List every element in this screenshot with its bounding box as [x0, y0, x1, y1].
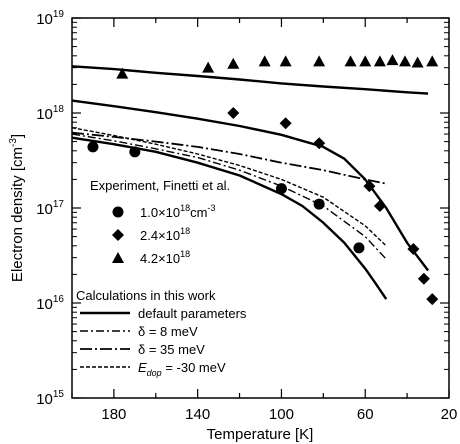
data-point-diamond — [279, 117, 292, 130]
legend: Experiment, Finetti et al. 1.0×1018cm-3 … — [76, 178, 247, 378]
series-line-solid — [71, 99, 430, 272]
data-point-triangle — [399, 55, 412, 67]
legend-item-diamond: 2.4×1018 — [112, 226, 190, 243]
y-tick-label: 1015 — [36, 389, 64, 408]
y-axis-title: Electron density [cm-3] — [8, 134, 26, 282]
legend-item-dashed: Edop = -30 meV — [80, 360, 226, 378]
series-line-solid — [71, 65, 429, 95]
legend-diamond-label: 2.4×1018 — [140, 226, 190, 243]
markers-layer — [87, 54, 439, 306]
series-line-dashdot — [71, 133, 387, 260]
data-point-triangle — [344, 55, 357, 67]
data-point-circle — [129, 146, 141, 158]
legend-calc-title: Calculations in this work — [76, 288, 216, 303]
x-tick-label: 20 — [441, 406, 458, 423]
data-point-triangle — [227, 57, 240, 69]
data-point-triangle — [426, 55, 439, 67]
data-point-triangle — [386, 54, 399, 66]
data-point-diamond — [407, 243, 420, 256]
data-point-triangle — [373, 55, 386, 67]
x-tick-label: 140 — [185, 406, 210, 423]
data-point-circle — [313, 198, 325, 210]
data-point-triangle — [258, 55, 271, 67]
legend-item-dashdot: δ = 8 meV — [80, 324, 198, 339]
data-point-circle — [275, 183, 287, 195]
legend-diamond-marker — [112, 229, 124, 241]
data-point-triangle — [202, 61, 215, 73]
legend-dashdot-label: δ = 8 meV — [138, 324, 198, 339]
data-point-triangle — [411, 56, 424, 68]
y-tick-label: 1018 — [36, 104, 64, 123]
data-point-diamond — [426, 293, 439, 306]
series-line-dashdot_long — [71, 131, 387, 185]
series-line-solid — [71, 136, 388, 300]
data-point-circle — [353, 242, 365, 254]
data-point-diamond — [363, 180, 376, 193]
ticks-layer — [71, 17, 450, 399]
data-point-diamond — [417, 272, 430, 285]
series-line-dashed — [71, 127, 387, 247]
y-tick-label: 1017 — [36, 199, 64, 218]
legend-triangle-marker — [112, 252, 124, 263]
data-point-diamond — [227, 107, 240, 119]
lines-layer — [71, 65, 430, 300]
data-point-diamond — [313, 137, 326, 150]
legend-item-dashdot-long: δ = 35 meV — [80, 342, 205, 357]
legend-experiment-title: Experiment, Finetti et al. — [90, 178, 230, 193]
legend-item-circle: 1.0×1018cm-3 — [112, 203, 216, 220]
y-tick-label: 1019 — [36, 9, 64, 28]
legend-item-solid: default parameters — [80, 306, 247, 321]
data-point-triangle — [313, 55, 326, 67]
data-point-triangle — [116, 67, 129, 79]
legend-circle-marker — [112, 206, 124, 218]
x-tick-label: 60 — [357, 406, 374, 423]
legend-circle-label: 1.0×1018cm-3 — [140, 203, 216, 220]
data-point-triangle — [279, 55, 292, 67]
y-tick-label: 1016 — [36, 294, 64, 313]
x-axis-title: Temperature [K] — [207, 426, 314, 443]
plot-frame — [71, 17, 450, 399]
tick-labels-layer: 180 140 100 60 20 1015 1016 1017 1018 1019 — [36, 9, 457, 423]
data-point-circle — [87, 141, 99, 153]
legend-item-triangle: 4.2×1018 — [112, 249, 190, 266]
legend-dashed-label: Edop = -30 meV — [138, 360, 226, 378]
legend-dashdot-long-label: δ = 35 meV — [138, 342, 205, 357]
x-tick-label: 100 — [269, 406, 294, 423]
legend-solid-label: default parameters — [138, 306, 247, 321]
x-tick-label: 180 — [101, 406, 126, 423]
data-point-diamond — [373, 199, 386, 212]
data-point-triangle — [359, 55, 372, 67]
legend-triangle-label: 4.2×1018 — [140, 249, 190, 266]
